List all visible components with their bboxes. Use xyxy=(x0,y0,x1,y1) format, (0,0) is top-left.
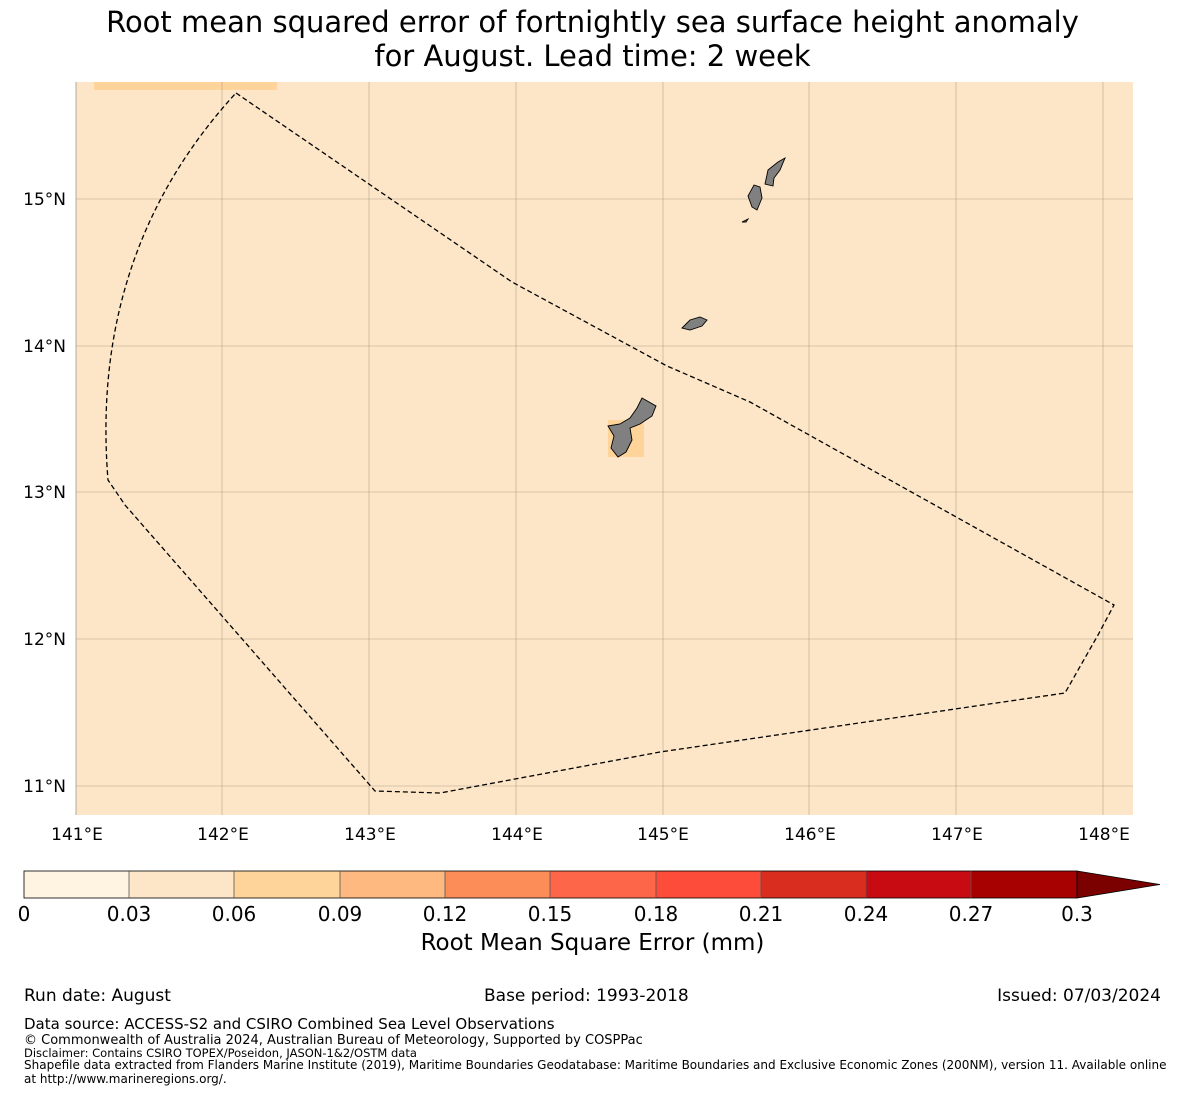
longitude-labels: 141°E 142°E 143°E 144°E 145°E 146°E 147°… xyxy=(51,825,1130,845)
lon-label: 145°E xyxy=(637,825,689,845)
colorbar-extend-arrow xyxy=(1076,870,1161,899)
colorbar-tick-label: 0.21 xyxy=(739,902,784,926)
lon-label: 147°E xyxy=(931,825,983,845)
colorbar-tick-label: 0.3 xyxy=(1061,902,1093,926)
base-period-text: Base period: 1993-2018 xyxy=(484,986,689,1006)
highlight-cell xyxy=(94,82,277,90)
disclaimer-text: Disclaimer: Contains CSIRO TOPEX/Poseido… xyxy=(24,1046,417,1060)
colorbar-segment xyxy=(445,871,550,898)
lon-label: 143°E xyxy=(344,825,396,845)
colorbar-tick-label: 0.06 xyxy=(212,902,257,926)
colorbar-tick-label: 0.09 xyxy=(318,902,363,926)
lat-label: 14°N xyxy=(23,337,66,357)
colorbar-tick-label: 0.15 xyxy=(528,902,573,926)
rota-island xyxy=(681,316,708,331)
lat-label: 13°N xyxy=(23,483,66,503)
lon-label: 142°E xyxy=(197,825,249,845)
data-source-text: Data source: ACCESS-S2 and CSIRO Combine… xyxy=(24,1015,555,1033)
colorbar-segment xyxy=(550,871,656,898)
colorbar-segment xyxy=(866,871,971,898)
map-figure: 15°N 14°N 13°N 12°N 11°N 141°E 142°E 143… xyxy=(18,82,1161,926)
colorbar-segment xyxy=(971,871,1077,898)
issued-date-text: Issued: 07/03/2024 xyxy=(997,986,1161,1006)
colorbar-segment xyxy=(340,871,445,898)
shapefile-credit-text: Shapefile data extracted from Flanders M… xyxy=(24,1058,1167,1086)
lon-label: 148°E xyxy=(1078,825,1130,845)
guam-island xyxy=(607,397,657,458)
copyright-text: © Commonwealth of Australia 2024, Austra… xyxy=(24,1033,643,1048)
gridlines xyxy=(76,82,1133,815)
colorbar-tick-label: 0.27 xyxy=(949,902,994,926)
saipan-island xyxy=(764,156,786,187)
run-date-text: Run date: August xyxy=(24,986,171,1006)
lat-label: 15°N xyxy=(23,190,66,210)
colorbar-title: Root Mean Square Error (mm) xyxy=(420,930,765,956)
colorbar-tick-label: 0 xyxy=(18,902,31,926)
land-islands xyxy=(607,156,786,458)
lon-label: 146°E xyxy=(784,825,836,845)
colorbar-segment xyxy=(656,871,761,898)
lat-label: 12°N xyxy=(23,630,66,650)
eez-boundary-line xyxy=(105,92,1115,794)
latitude-labels: 15°N 14°N 13°N 12°N 11°N xyxy=(23,190,66,797)
map-title-line-1: Root mean squared error of fortnightly s… xyxy=(106,5,1079,39)
colorbar: 0 0.03 0.06 0.09 0.12 0.15 0.18 0.21 0.2… xyxy=(18,870,1161,926)
lat-label: 11°N xyxy=(23,777,66,797)
colorbar-tick-label: 0.24 xyxy=(844,902,889,926)
tinian-island xyxy=(747,184,763,211)
map-background xyxy=(76,82,1133,815)
aguijan-island xyxy=(741,217,750,223)
colorbar-segment xyxy=(24,871,129,898)
colorbar-segment xyxy=(234,871,340,898)
colorbar-tick-label: 0.03 xyxy=(107,902,152,926)
map-title-line-2: for August. Lead time: 2 week xyxy=(374,39,811,73)
colorbar-tick-label: 0.12 xyxy=(423,902,468,926)
colorbar-segment xyxy=(761,871,866,898)
lon-label: 144°E xyxy=(491,825,543,845)
lon-label: 141°E xyxy=(51,825,103,845)
colorbar-tick-label: 0.18 xyxy=(634,902,679,926)
colorbar-segment xyxy=(129,871,234,898)
